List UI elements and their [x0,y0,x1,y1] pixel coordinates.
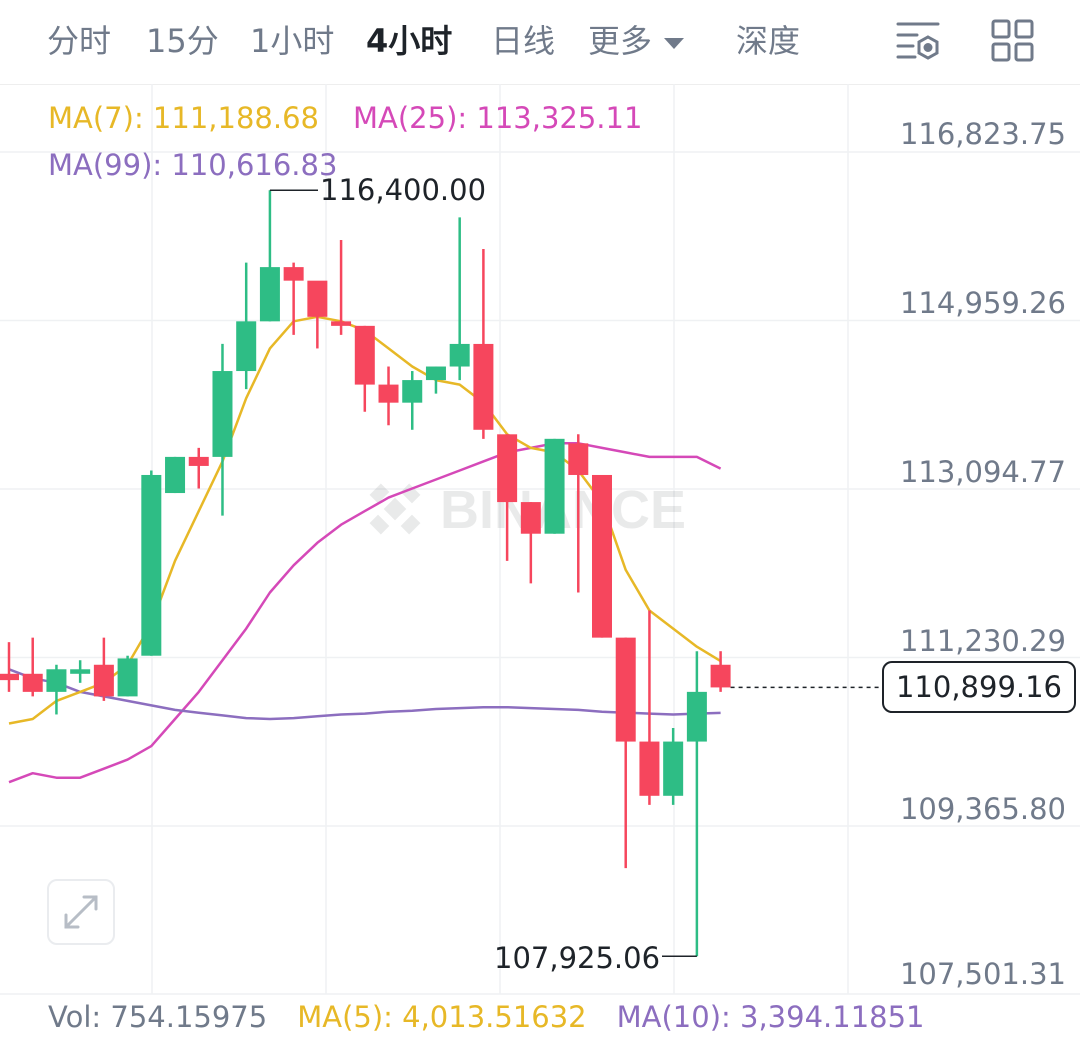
candle[interactable] [592,474,612,638]
candle[interactable] [283,262,304,335]
price-axis-label: 107,501.31 [899,957,1066,991]
candle-body [568,443,589,475]
ma99-line [8,668,721,721]
chart-settings-icon[interactable] [895,18,943,64]
candle-body [615,637,636,742]
candle-body [46,669,67,692]
candle-body [283,267,304,281]
candle[interactable] [544,438,565,534]
high-price-label: 116,400.00 [320,173,487,207]
candle[interactable] [307,280,328,349]
extreme-markers [269,189,882,957]
candle-body [710,664,731,688]
candle-body [425,366,446,381]
price-axis-label: 114,959.26 [899,286,1066,320]
candle-body [22,673,43,692]
candle[interactable] [449,217,470,381]
candle-body [70,669,91,674]
candle-body [165,456,186,494]
tab-1d[interactable]: 日线 [491,22,556,60]
candle[interactable] [378,366,399,426]
candle-body [663,741,684,796]
candle-body [497,434,518,503]
candle-body [259,267,280,322]
candle-body [354,325,375,385]
candle-body [331,321,352,326]
candle-body [307,280,328,317]
candle[interactable] [70,660,91,683]
interval-tabs: 分时 15分 1小时 4小时 日线 更多 深度 [0,0,1080,85]
volume-ma10-label: MA(10): 3,394.11851 [616,1000,925,1034]
volume-ma5-label: MA(5): 4,013.51632 [297,1000,587,1034]
candle-body [520,502,541,534]
tab-depth[interactable]: 深度 [736,22,801,60]
chart-grid [0,84,1080,995]
fullscreen-button[interactable] [47,879,115,945]
candle-body [686,691,707,742]
candle[interactable] [710,651,731,692]
price-axis-label: 111,230.29 [899,624,1066,658]
candle[interactable] [663,728,684,805]
candle[interactable] [259,190,280,322]
caret-down-icon [664,37,685,49]
price-axis-label: 116,823.75 [899,117,1066,151]
candles [0,190,731,957]
tab-time-sharing[interactable]: 分时 [47,22,112,60]
candle[interactable] [497,434,518,561]
candle-body [236,321,257,372]
candle-body [93,664,114,697]
candle[interactable] [236,262,257,390]
tab-more[interactable]: 更多 [588,18,685,64]
candle[interactable] [117,655,138,697]
candle[interactable] [615,637,636,869]
candle[interactable] [331,240,352,335]
ma25-label: MA(25): 113,325.11 [353,101,643,135]
candle-body [639,741,660,796]
candle[interactable] [46,664,67,715]
candle-body [141,474,162,656]
candle[interactable] [0,642,19,692]
ma7-label: MA(7): 111,188.68 [48,101,319,135]
candle[interactable] [354,325,375,412]
candle-body [378,384,399,403]
candle-body [592,474,612,638]
tab-more-label: 更多 [588,22,653,60]
candle[interactable] [402,371,423,430]
candle[interactable] [165,456,186,494]
expand-icon [64,895,98,929]
candle[interactable] [425,366,446,394]
ma99-label: MA(99): 110,616.83 [48,148,338,182]
candle-body [117,658,138,697]
candle-body [449,343,470,367]
volume-indicators: Vol: 754.15975 MA(5): 4,013.51632 MA(10): … [48,997,955,1037]
candle[interactable] [639,610,660,805]
tab-15m[interactable]: 15分 [146,22,219,60]
candle-body [188,456,209,466]
price-axis-label: 109,365.80 [899,792,1066,826]
candle[interactable] [568,434,589,593]
tab-4h[interactable]: 4小时 [366,22,453,60]
candle[interactable] [22,637,43,697]
candle-body [0,673,19,681]
tab-1h[interactable]: 1小时 [250,22,335,60]
candle[interactable] [212,343,233,516]
price-axis-label: 113,094.77 [899,455,1066,489]
candle-body [402,380,423,403]
candle[interactable] [93,637,114,701]
candle[interactable] [520,502,541,584]
candle[interactable] [188,447,209,489]
grid-layout-icon[interactable] [990,18,1038,64]
candle[interactable] [473,249,494,439]
candle-body [473,343,494,430]
low-price-label: 107,925.06 [494,941,661,975]
candle-body [544,438,565,534]
candle[interactable] [686,651,707,957]
volume-label: Vol: 754.15975 [48,1000,268,1034]
candle-body [212,371,233,457]
candle[interactable] [141,470,162,656]
ma25-line [8,442,722,784]
binance-watermark: BINANCE [369,480,686,540]
current-price-tag: 110,899.16 [882,661,1076,713]
